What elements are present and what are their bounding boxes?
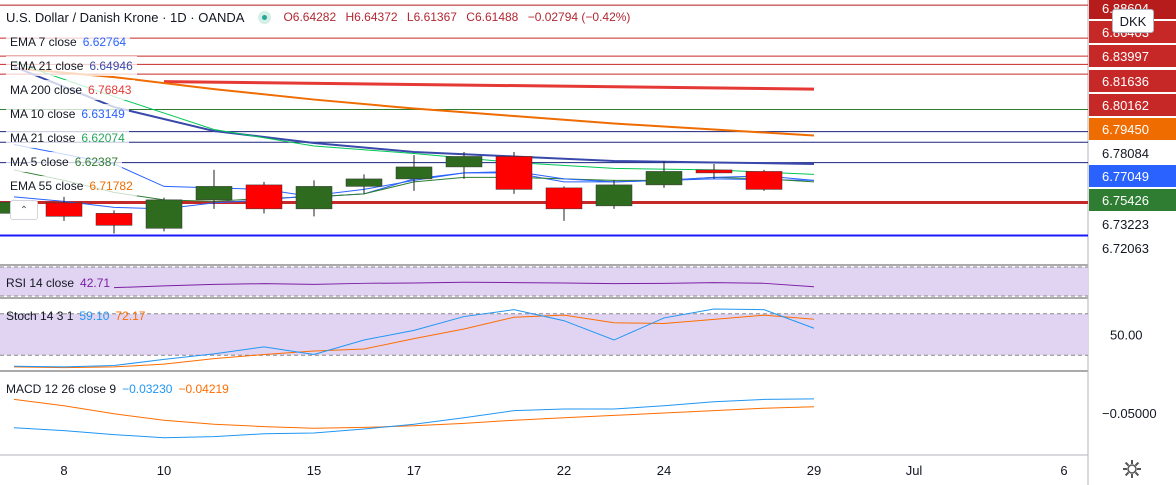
open-value: O6.64282 — [283, 10, 337, 24]
indicator-label: MA 10 close — [10, 107, 76, 121]
indicator-value: 6.71782 — [89, 179, 133, 193]
candle-body — [395, 166, 433, 180]
indicator-value: 6.62074 — [81, 131, 125, 145]
price-badge-label: 6.78084 — [1102, 146, 1149, 161]
candle-body — [345, 178, 383, 187]
indicator-label: MA 200 close — [10, 83, 83, 97]
ohlc-values: O6.64282 H6.64372 L6.61367 C6.61488 −0.0… — [283, 10, 636, 24]
indicator-label: EMA 55 close — [10, 179, 84, 193]
price-badge — [1089, 94, 1176, 116]
price-badge — [1089, 213, 1176, 235]
collapse-legend-button[interactable]: ⌃ — [10, 200, 38, 220]
time-axis-label: Jul — [906, 463, 923, 478]
candle-body — [245, 184, 283, 210]
chart-header: U.S. Dollar / Danish Krone · 1D · OANDA … — [6, 6, 636, 28]
price-badge — [1089, 70, 1176, 92]
currency-button[interactable]: DKK — [1112, 9, 1154, 33]
price-badge-label: 6.80162 — [1102, 98, 1149, 113]
indicator-legend-6[interactable]: MA 5 close 6.62387 — [6, 152, 123, 172]
indicator-value: 6.64946 — [89, 59, 133, 73]
price-badge — [1089, 118, 1176, 140]
time-axis-label: 15 — [307, 463, 321, 478]
indicator-legend-4[interactable]: MA 10 close 6.63149 — [6, 104, 129, 124]
high-value: H6.64372 — [345, 10, 398, 24]
series-ma-21-close — [13, 61, 815, 175]
candle-body — [545, 187, 583, 210]
price-badge-label: 6.73223 — [1102, 217, 1149, 232]
series-ema-21-close — [13, 65, 815, 165]
price-badge — [1089, 189, 1176, 211]
price-badge-label: 6.77049 — [1102, 169, 1149, 184]
indicator-legend-5[interactable]: MA 21 close 6.62074 — [6, 128, 129, 148]
candle-body — [595, 184, 633, 207]
series-ema-55-close — [13, 67, 815, 137]
price-badge — [1089, 45, 1176, 67]
series-ma-200-close — [163, 80, 815, 91]
candle-body — [45, 202, 83, 217]
price-badge-label: 6.79450 — [1102, 122, 1149, 137]
macd-signal-value: −0.04219 — [178, 382, 229, 396]
indicator-legend-2[interactable]: EMA 21 close 6.64946 — [6, 56, 137, 76]
candle-body — [445, 156, 483, 168]
price-badge — [1089, 142, 1176, 164]
symbol-title[interactable]: U.S. Dollar / Danish Krone · 1D · OANDA — [6, 9, 245, 25]
low-value: L6.61367 — [406, 10, 457, 24]
macd-axis-label: −0.05000 — [1102, 406, 1157, 421]
time-axis-label: 6 — [1060, 463, 1067, 478]
indicator-value: 6.63149 — [81, 107, 125, 121]
stoch-k-value: 59.10 — [79, 309, 110, 323]
rsi-legend[interactable]: RSI 14 close 42.71 — [6, 276, 111, 290]
stoch-d-value: 72.17 — [115, 309, 146, 323]
stoch-band — [0, 313, 1088, 356]
macd-legend[interactable]: MACD 12 26 close 9 −0.03230 −0.04219 — [6, 382, 229, 396]
rsi-band — [0, 267, 1088, 296]
candle-body — [295, 186, 333, 210]
time-axis-label: 24 — [657, 463, 671, 478]
price-badge-label: 6.83997 — [1102, 49, 1149, 64]
candle-body — [495, 156, 533, 190]
indicator-label: EMA 21 close — [10, 59, 84, 73]
candle-body — [95, 213, 133, 226]
settings-gear-icon[interactable] — [1122, 459, 1142, 479]
indicator-value: 6.76843 — [88, 83, 132, 97]
rsi-line — [113, 281, 815, 289]
indicator-value: 6.62387 — [74, 155, 119, 169]
change-value: −0.02794 (−0.42%) — [527, 10, 631, 24]
time-axis-label: 29 — [807, 463, 821, 478]
time-axis-label: 17 — [407, 463, 421, 478]
stoch-legend[interactable]: Stoch 14 3 1 59.10 72.17 — [6, 309, 146, 323]
price-badge — [1089, 165, 1176, 187]
indicator-label: MA 5 close — [10, 155, 69, 169]
price-badge-label: 6.81636 — [1102, 74, 1149, 89]
price-badge-label: 6.72063 — [1102, 241, 1149, 256]
time-axis-label: 10 — [157, 463, 171, 478]
candle-body — [145, 199, 183, 229]
indicator-legend-3[interactable]: MA 200 close 6.76843 — [6, 80, 136, 100]
time-axis-label: 8 — [60, 463, 67, 478]
indicator-legend-1[interactable]: EMA 7 close 6.62764 — [6, 32, 131, 52]
rsi-value: 42.71 — [80, 276, 111, 290]
indicator-label: MA 21 close — [10, 131, 76, 145]
indicator-label: EMA 7 close — [10, 35, 77, 49]
price-badge-label: 6.75426 — [1102, 193, 1149, 208]
close-value: C6.61488 — [466, 10, 519, 24]
stoch-axis-label: 50.00 — [1110, 328, 1143, 343]
indicator-legend-7[interactable]: EMA 55 close 6.71782 — [6, 176, 137, 196]
stoch-k-line — [13, 308, 815, 368]
candle-body — [695, 169, 733, 174]
candle-body — [645, 171, 683, 186]
macd-signal-line — [13, 398, 815, 429]
time-axis-label: 22 — [557, 463, 571, 478]
indicator-value: 6.62764 — [82, 35, 127, 49]
candle-body — [745, 171, 783, 190]
candle-body — [195, 186, 233, 201]
stoch-d-line — [13, 314, 815, 369]
market-status-icon[interactable] — [258, 10, 272, 24]
macd-value: −0.03230 — [122, 382, 173, 396]
price-badge — [1089, 237, 1176, 259]
macd-line — [13, 398, 815, 439]
